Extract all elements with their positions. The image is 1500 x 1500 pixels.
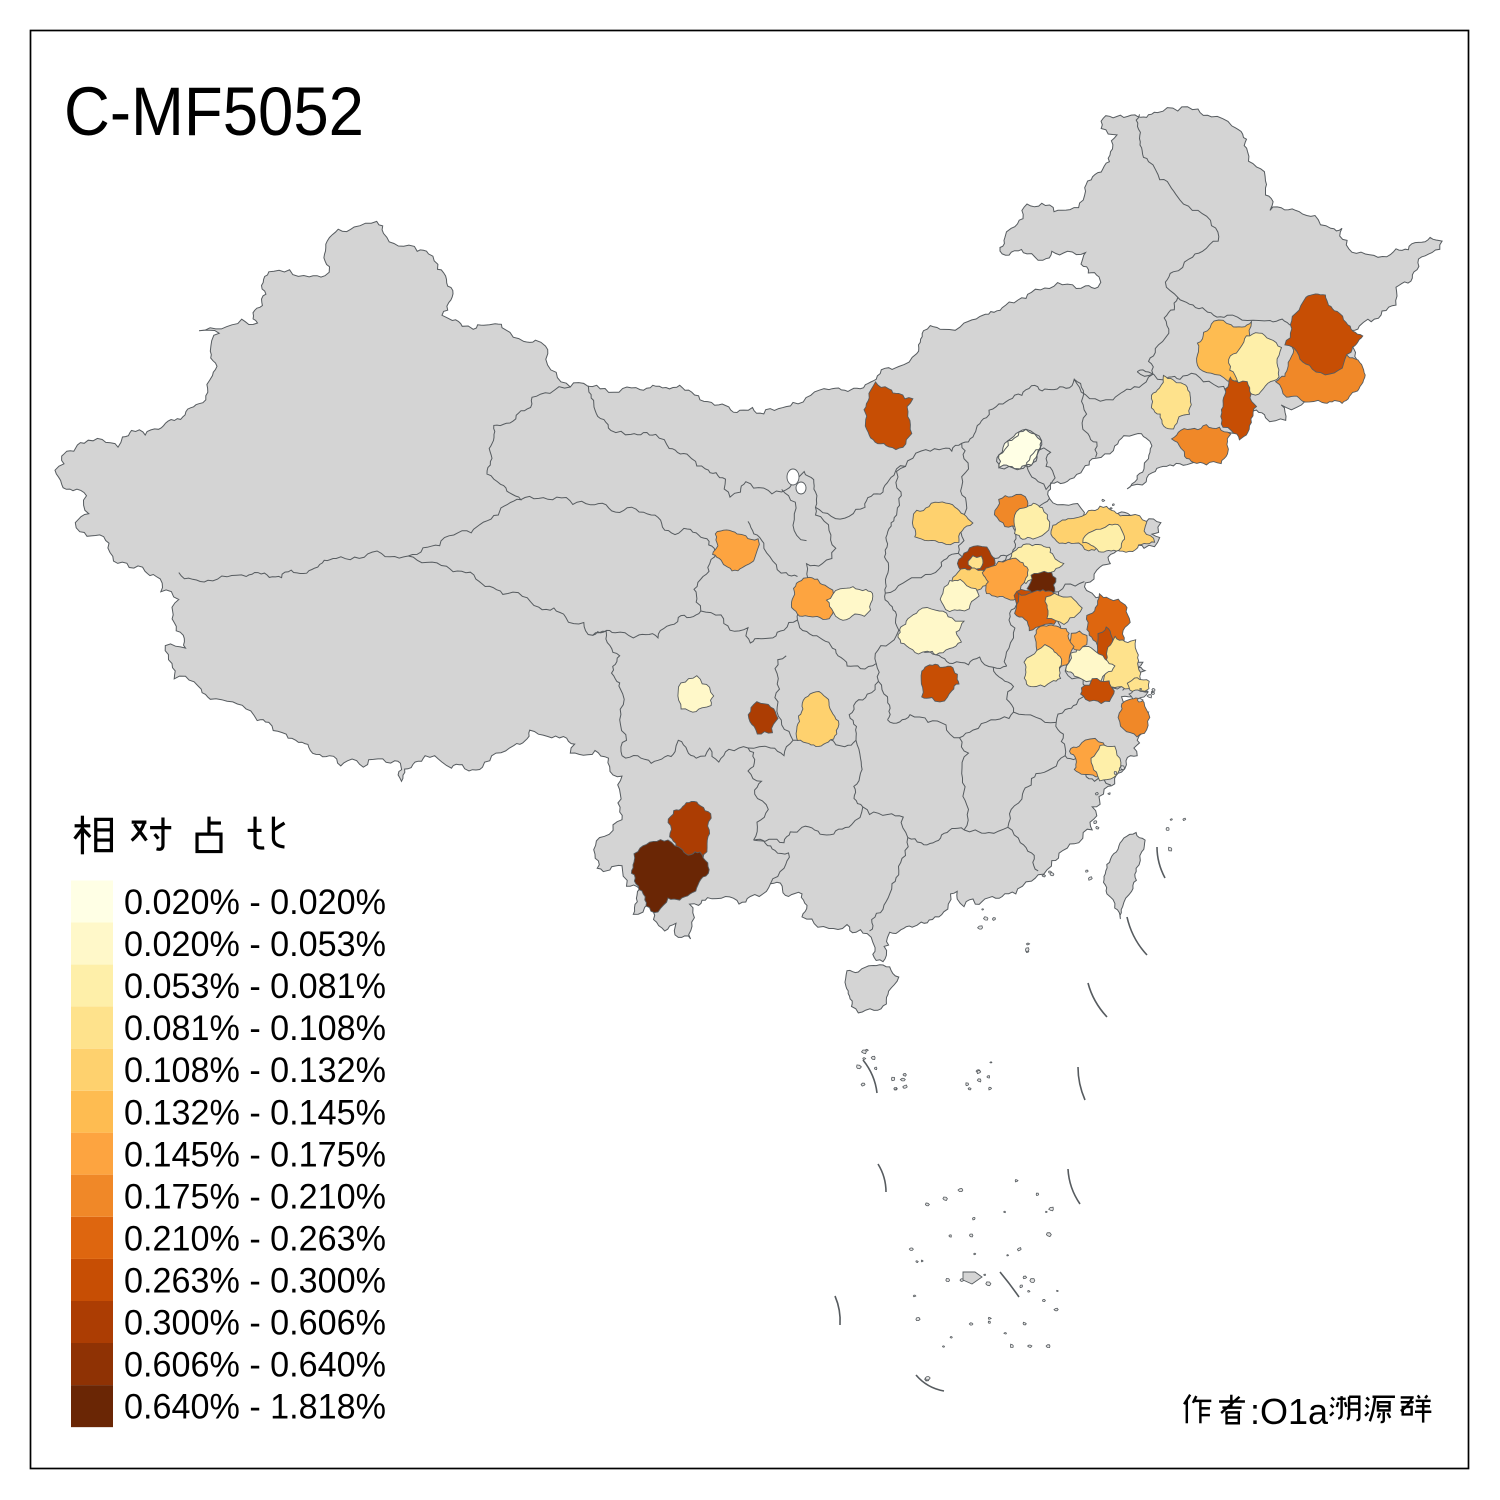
svg-text:0.020% - 0.020%: 0.020% - 0.020% bbox=[124, 883, 386, 922]
svg-text:0.175% - 0.210%: 0.175% - 0.210% bbox=[124, 1177, 386, 1216]
svg-text:0.210% - 0.263%: 0.210% - 0.263% bbox=[124, 1219, 386, 1258]
svg-text:0.053% - 0.081%: 0.053% - 0.081% bbox=[124, 967, 386, 1006]
svg-text:0.606% - 0.640%: 0.606% - 0.640% bbox=[124, 1346, 386, 1385]
svg-text::O1a: :O1a bbox=[1250, 1391, 1329, 1432]
svg-text:0.081% - 0.108%: 0.081% - 0.108% bbox=[124, 1009, 386, 1048]
svg-text:0.132% - 0.145%: 0.132% - 0.145% bbox=[124, 1093, 386, 1132]
svg-text:0.640% - 1.818%: 0.640% - 1.818% bbox=[124, 1388, 386, 1427]
svg-text:C-MF5052: C-MF5052 bbox=[64, 73, 364, 150]
svg-text:0.300% - 0.606%: 0.300% - 0.606% bbox=[124, 1304, 386, 1343]
svg-text:0.020% - 0.053%: 0.020% - 0.053% bbox=[124, 925, 386, 964]
svg-text:0.263% - 0.300%: 0.263% - 0.300% bbox=[124, 1262, 386, 1301]
svg-text:0.108% - 0.132%: 0.108% - 0.132% bbox=[124, 1051, 386, 1090]
svg-text:0.145% - 0.175%: 0.145% - 0.175% bbox=[124, 1135, 386, 1174]
